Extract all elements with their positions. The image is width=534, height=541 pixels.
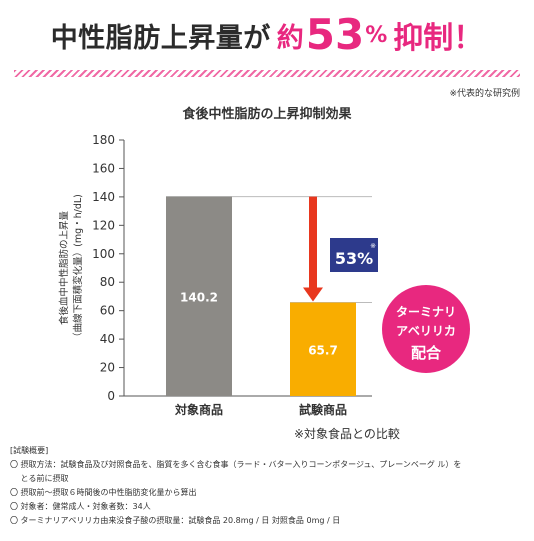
x-tick-label: 試験商品 — [299, 402, 347, 417]
callout-line: ターミナリ — [396, 305, 456, 319]
y-tick-label: 80 — [100, 275, 115, 289]
study-summary: [試験概要] 〇 摂取方法：試験食品及び対照食品を、脂質を多く含む食事（ラード・… — [10, 444, 525, 528]
y-axis-label-line1: 食後血中中性脂肪の上昇量 — [59, 211, 70, 326]
chart-title: 食後中性脂肪の上昇抑制効果 — [182, 107, 352, 122]
y-tick-label: 120 — [92, 218, 115, 232]
headline-approx: 約 — [276, 22, 304, 54]
y-tick-label: 60 — [100, 304, 115, 318]
reduction-arrow-shaft — [309, 196, 317, 288]
callout-line: 配合 — [411, 344, 442, 362]
reduction-badge-mark: ※ — [370, 242, 376, 250]
summary-item: 〇 摂取方法：試験食品及び対照食品を、脂質を多く含む食事（ラード・バター入りコー… — [10, 460, 462, 469]
y-tick-label: 40 — [100, 332, 115, 346]
summary-item: 〇 ターミナリアベリリカ由来没食子酸の摂取量：試験食品 20.8mg / 日 対… — [10, 516, 341, 525]
bar — [290, 302, 356, 396]
y-tick-label: 100 — [92, 247, 115, 261]
headline: 中性脂肪上昇量が 約 53 % 抑制！ — [0, 0, 534, 70]
x-tick-label: 対象商品 — [174, 402, 223, 417]
y-tick-label: 140 — [92, 190, 115, 204]
y-axis-label: 食後血中中性脂肪の上昇量 （曲線下面積変化量）(mg・h/dL) — [58, 178, 86, 358]
headline-suppression: 抑制！ — [393, 21, 484, 56]
summary-item: 〇 摂取前～摂取６時間後の中性脂肪変化量から算出 — [10, 488, 197, 497]
representative-study-note: ※代表的な研究例 — [449, 89, 520, 99]
reduction-arrow-head — [303, 287, 323, 302]
summary-item: とる前に摂取 — [10, 474, 69, 483]
headline-text: 中性脂肪上昇量が — [50, 22, 271, 54]
y-tick-label: 0 — [107, 389, 115, 403]
y-tick-label: 180 — [92, 133, 115, 147]
bar-value-label: 65.7 — [308, 343, 338, 357]
hatched-divider — [14, 70, 520, 77]
headline-percent: % — [365, 22, 388, 48]
bar — [166, 196, 232, 396]
y-axis-label-line2: （曲線下面積変化量）(mg・h/dL) — [73, 194, 84, 342]
summary-item: 〇 対象者：健常成人・対象者数：34人 — [10, 502, 151, 511]
y-tick-label: 20 — [100, 361, 115, 375]
terminalia-callout — [382, 285, 470, 373]
y-tick-label: 160 — [92, 161, 115, 175]
callout-line: アベリリカ — [396, 324, 456, 338]
reduction-badge-label: 53% — [335, 249, 373, 268]
bar-value-label: 140.2 — [180, 290, 218, 304]
study-summary-title: [試験概要] — [10, 446, 49, 455]
comparison-note: ※対象食品との比較 — [294, 427, 400, 441]
reduction-badge — [330, 238, 378, 272]
headline-number: 53 — [305, 10, 365, 59]
